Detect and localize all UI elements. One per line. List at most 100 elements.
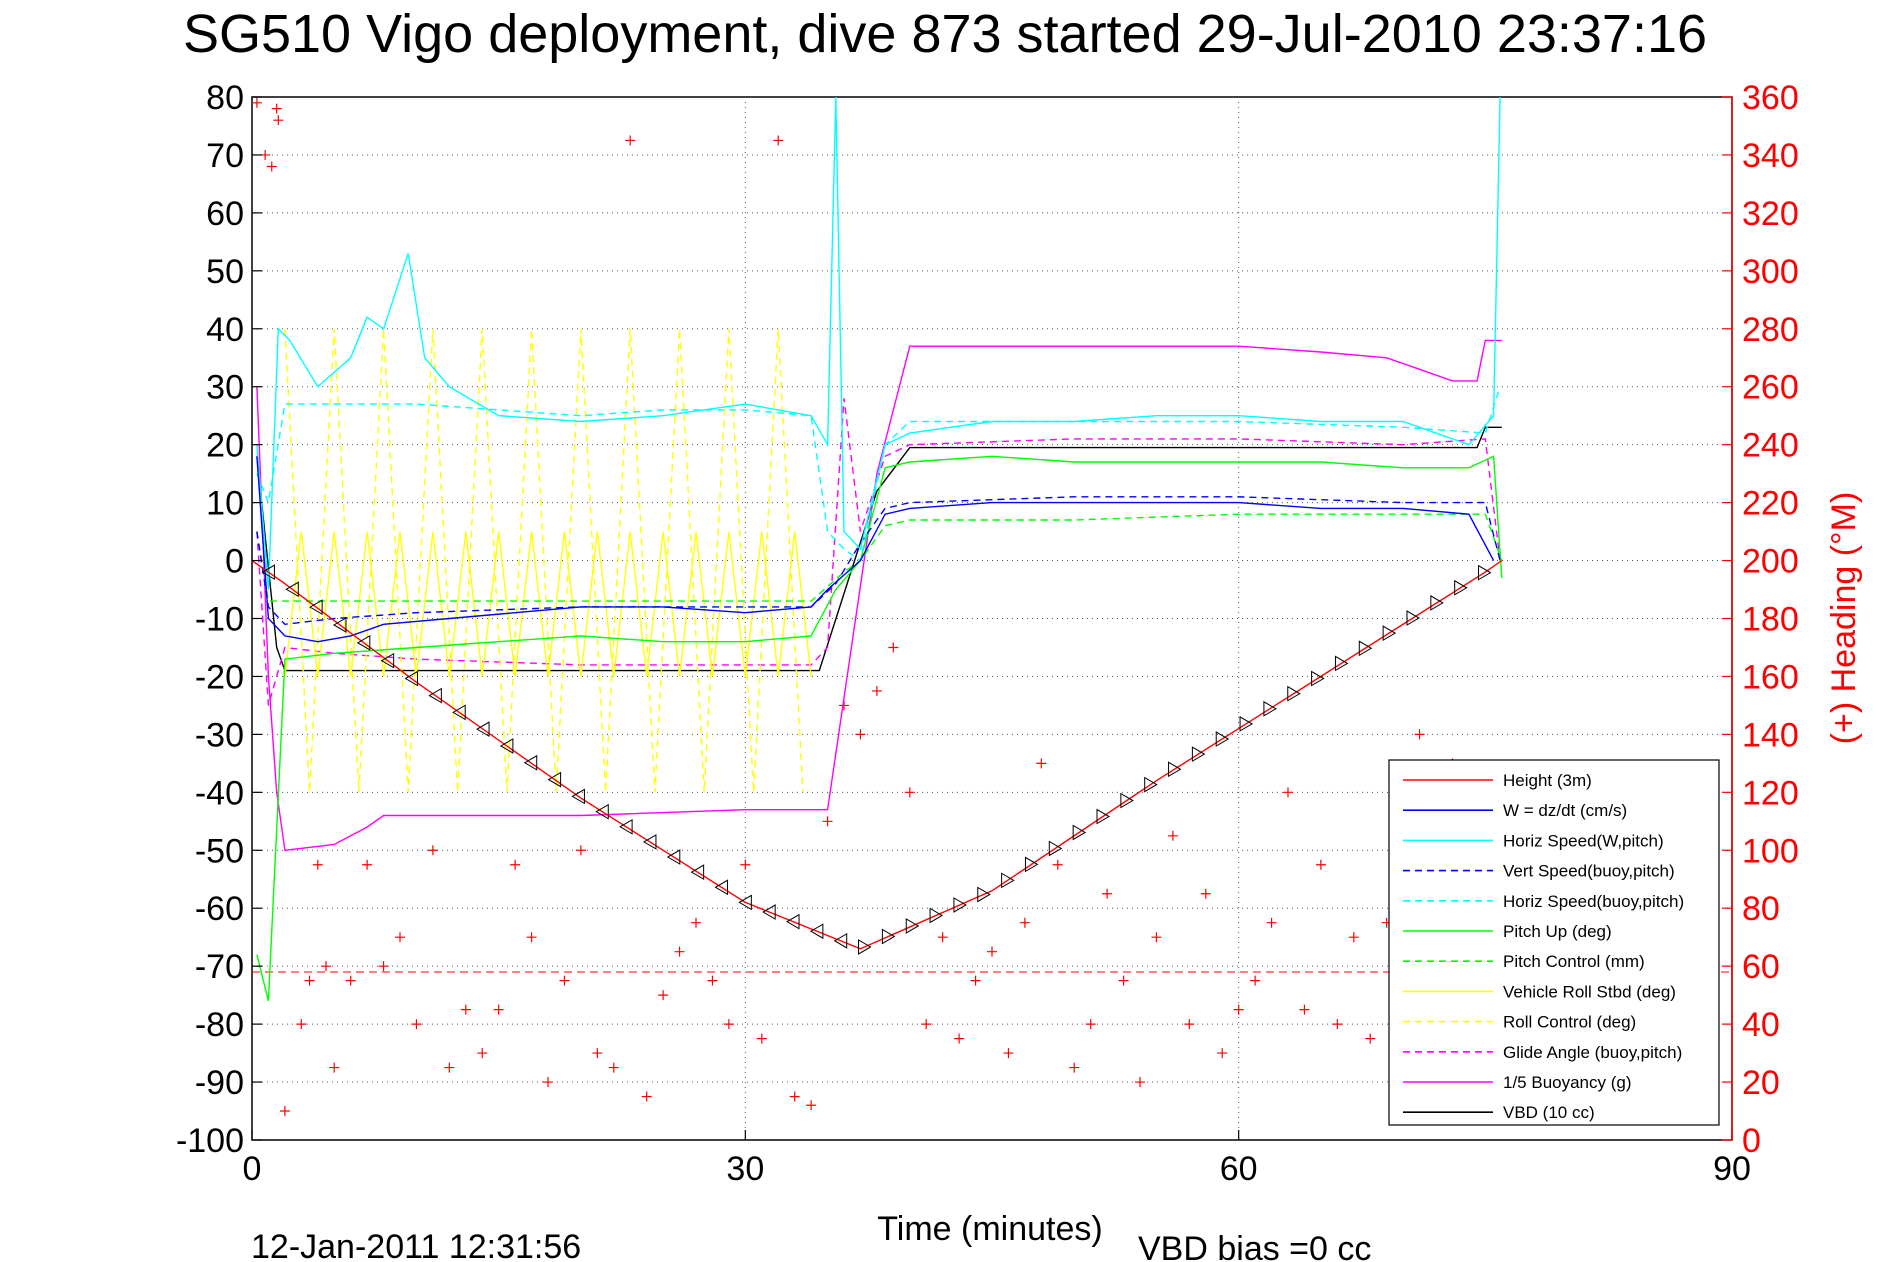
heading-marker bbox=[740, 859, 751, 870]
left-tick-label: -80 bbox=[195, 1006, 244, 1044]
left-tick-label: 0 bbox=[225, 543, 244, 581]
left-tick-label: 40 bbox=[206, 311, 244, 349]
heading-marker bbox=[773, 135, 784, 146]
depth-marker bbox=[428, 687, 442, 704]
legend-label: Roll Control (deg) bbox=[1503, 1013, 1636, 1032]
heading-marker bbox=[460, 1004, 471, 1015]
heading-marker bbox=[954, 1033, 965, 1044]
legend-label: Height (3m) bbox=[1503, 771, 1592, 790]
depth-marker bbox=[858, 939, 872, 955]
depth-marker bbox=[332, 617, 347, 633]
depth-marker bbox=[833, 932, 848, 949]
depth-marker bbox=[452, 704, 466, 721]
heading-marker bbox=[526, 932, 537, 943]
heading-marker bbox=[329, 1062, 340, 1073]
depth-marker bbox=[1024, 856, 1039, 873]
legend-label: Pitch Up (deg) bbox=[1503, 922, 1612, 941]
heading-marker bbox=[987, 946, 997, 957]
legend-label: Horiz Speed(W,pitch) bbox=[1503, 831, 1664, 850]
depth-marker bbox=[1287, 685, 1301, 702]
depth-marker bbox=[953, 897, 967, 913]
depth-marker bbox=[547, 771, 562, 788]
left-tick-label: 60 bbox=[206, 195, 244, 233]
legend-label: Vehicle Roll Stbd (deg) bbox=[1503, 982, 1676, 1001]
series-line bbox=[256, 426, 1502, 672]
heading-marker bbox=[1217, 1048, 1228, 1059]
depth-marker bbox=[809, 923, 824, 940]
heading-marker bbox=[822, 816, 833, 827]
left-tick-label: -70 bbox=[195, 948, 244, 986]
right-tick-label: 340 bbox=[1742, 137, 1799, 175]
depth-marker bbox=[380, 652, 395, 669]
depth-marker bbox=[1215, 731, 1230, 747]
heading-marker bbox=[321, 961, 331, 972]
heading-marker bbox=[493, 1004, 504, 1015]
left-axis-ticks: 80 70 60 50 40 30 20 10 0 -10 -20 -30 -40 -50 -60 -70 -8… bbox=[176, 79, 262, 1160]
left-tick-label: -50 bbox=[195, 832, 244, 870]
right-tick-label: 0 bbox=[1742, 1122, 1761, 1160]
x-tick-label: 60 bbox=[1220, 1150, 1258, 1188]
depth-marker bbox=[595, 803, 609, 820]
depth-marker bbox=[1168, 761, 1182, 778]
right-tick-label: 360 bbox=[1742, 79, 1799, 117]
depth-marker bbox=[929, 907, 944, 924]
series-line bbox=[284, 531, 812, 677]
heading-marker bbox=[1266, 917, 1277, 928]
depth-marker bbox=[356, 634, 371, 651]
series-line bbox=[284, 328, 804, 793]
right-tick-label: 100 bbox=[1742, 832, 1799, 870]
depth-marker bbox=[261, 564, 275, 581]
heading-marker bbox=[674, 946, 685, 957]
right-tick-label: 40 bbox=[1742, 1006, 1780, 1044]
depth-marker bbox=[1001, 872, 1015, 889]
depth-marker bbox=[690, 864, 705, 881]
depth-marker bbox=[738, 894, 752, 911]
legend-box bbox=[1388, 759, 1720, 1126]
depth-marker bbox=[619, 818, 633, 835]
heading-marker bbox=[1348, 932, 1359, 943]
chart-title: SG510 Vigo deployment, dive 873 started … bbox=[183, 4, 1707, 64]
heading-marker bbox=[510, 859, 521, 870]
left-tick-label: 50 bbox=[206, 253, 244, 291]
legend-label: 1/5 Buoyancy (g) bbox=[1503, 1073, 1632, 1092]
heading-marker bbox=[444, 1062, 455, 1073]
series-line bbox=[256, 386, 1501, 562]
right-tick-label: 120 bbox=[1742, 774, 1799, 812]
heading-marker bbox=[904, 787, 915, 798]
heading-marker bbox=[1167, 830, 1178, 841]
depth-marker bbox=[1382, 625, 1397, 642]
right-tick-label: 160 bbox=[1742, 658, 1799, 696]
legend-label: Horiz Speed(buoy,pitch) bbox=[1503, 892, 1684, 911]
depth-marker bbox=[1478, 564, 1492, 581]
depth-marker bbox=[1358, 640, 1373, 657]
heading-marker bbox=[1200, 888, 1211, 899]
footer-timestamp: 12-Jan-2011 12:31:56 bbox=[251, 1228, 581, 1262]
series-line bbox=[256, 496, 1501, 626]
x-tick-label: 30 bbox=[726, 1150, 764, 1188]
right-tick-label: 260 bbox=[1742, 369, 1799, 407]
right-tick-label: 280 bbox=[1742, 311, 1799, 349]
depth-marker bbox=[1120, 792, 1134, 809]
depth-marker bbox=[1191, 746, 1206, 763]
heading-marker bbox=[362, 859, 373, 870]
heading-marker bbox=[723, 1019, 734, 1030]
right-tick-label: 220 bbox=[1742, 485, 1799, 523]
heading-marker bbox=[1315, 859, 1326, 870]
series-line bbox=[256, 96, 1501, 590]
x-axis-label: Time (minutes) bbox=[877, 1210, 1102, 1248]
series-line bbox=[256, 398, 1501, 706]
series-line bbox=[251, 560, 1503, 950]
right-tick-label: 180 bbox=[1742, 601, 1799, 639]
series-line bbox=[256, 513, 1503, 602]
heading-marker bbox=[251, 97, 262, 108]
heading-marker bbox=[1233, 1004, 1244, 1015]
depth-marker bbox=[762, 904, 776, 920]
right-tick-label: 200 bbox=[1742, 543, 1799, 581]
series-lines bbox=[251, 96, 1503, 1002]
legend: Height (3m) W = dz/dt (cm/s) Horiz Speed(W… bbox=[1388, 759, 1720, 1126]
heading-marker bbox=[888, 642, 899, 653]
depth-marker bbox=[499, 738, 514, 754]
vbd-bias: VBD bias =0 cc bbox=[1138, 1230, 1371, 1262]
heading-marker bbox=[559, 975, 570, 986]
